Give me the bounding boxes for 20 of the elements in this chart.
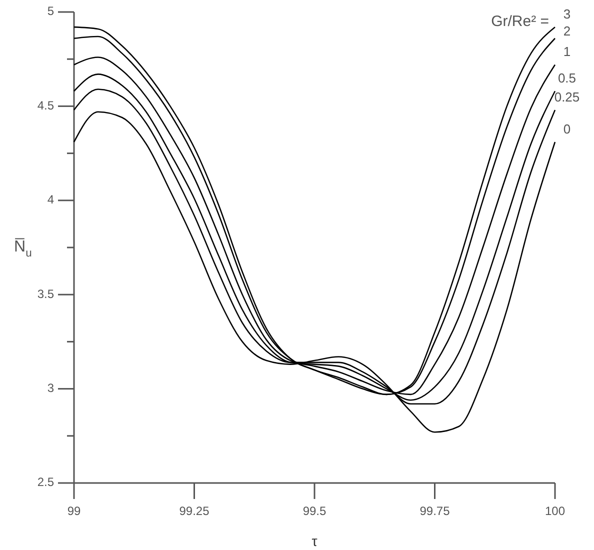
series-label: 3 (563, 6, 571, 22)
series-label: 2 (563, 24, 571, 39)
x-tick-label: 99.25 (179, 504, 210, 518)
x-tick-label: 99.75 (420, 504, 450, 518)
series-label: 0.25 (554, 89, 580, 104)
x-tick-label: 100 (544, 504, 566, 518)
y-axis-title: N̅$_{u}$ (14, 238, 32, 260)
y-tick-label: 3.5 (37, 286, 54, 301)
y-tick-label: 2.5 (37, 475, 54, 490)
legend-title: Gr/Re² = (491, 12, 550, 30)
series-label: 0.5 (558, 70, 576, 86)
y-tick-label: 4 (47, 192, 54, 207)
y-tick-label: 4.5 (37, 98, 54, 112)
y-tick-label: 5 (47, 4, 54, 18)
y-tick-label: 3 (47, 380, 54, 395)
x-tick-label: 99 (67, 504, 81, 518)
x-tick-label: 99.5 (302, 504, 326, 518)
x-axis-title: τ (312, 533, 318, 549)
series-label: 0 (563, 121, 571, 136)
series-label: 1 (563, 44, 571, 60)
